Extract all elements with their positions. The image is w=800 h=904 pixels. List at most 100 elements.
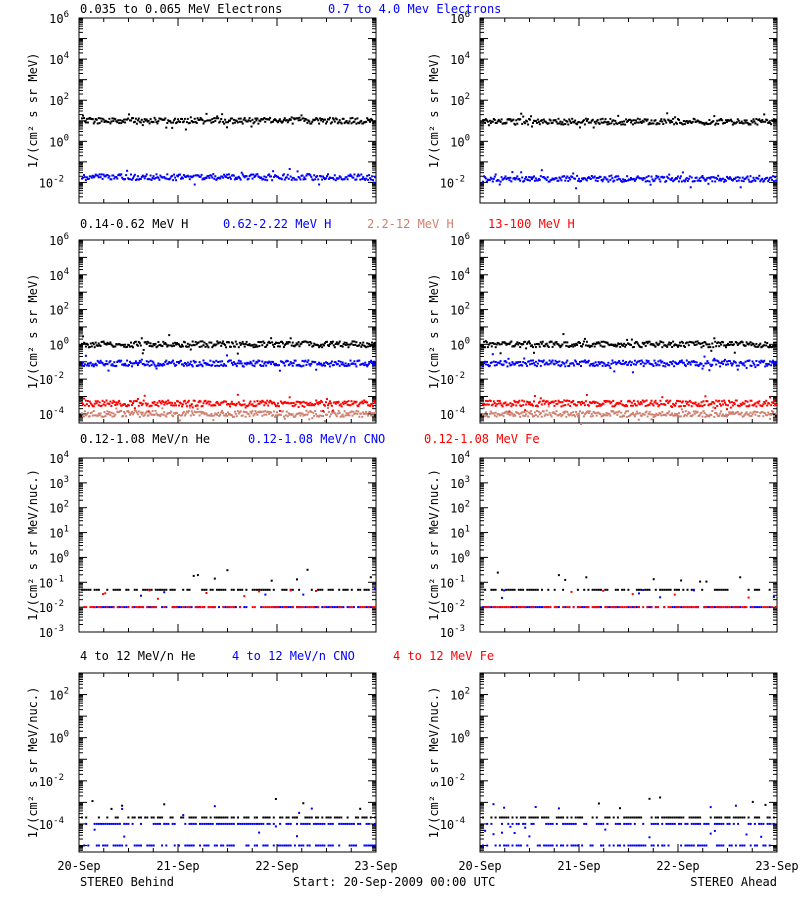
data-point bbox=[370, 576, 372, 578]
data-point bbox=[357, 405, 359, 407]
data-point bbox=[370, 345, 372, 347]
data-point bbox=[509, 411, 511, 413]
data-point bbox=[635, 413, 637, 415]
data-point bbox=[766, 177, 768, 179]
data-point bbox=[172, 343, 174, 345]
data-point bbox=[703, 410, 705, 412]
data-point bbox=[277, 345, 279, 347]
data-point bbox=[331, 121, 333, 123]
data-point bbox=[646, 411, 648, 413]
data-point bbox=[632, 371, 634, 373]
data-point bbox=[220, 364, 222, 366]
data-point bbox=[675, 402, 677, 404]
data-point bbox=[352, 340, 354, 342]
data-point bbox=[508, 177, 510, 179]
data-point bbox=[299, 117, 301, 119]
data-point bbox=[172, 415, 174, 417]
data-point bbox=[701, 346, 703, 348]
data-point bbox=[647, 416, 649, 418]
data-point bbox=[661, 396, 663, 398]
data-point bbox=[186, 121, 188, 123]
data-point bbox=[136, 606, 138, 608]
data-point bbox=[174, 177, 176, 179]
data-point bbox=[329, 117, 331, 119]
data-point bbox=[325, 123, 327, 125]
data-point bbox=[280, 414, 282, 416]
data-point bbox=[161, 606, 163, 608]
data-point bbox=[252, 410, 254, 412]
data-point bbox=[575, 411, 577, 413]
data-point bbox=[590, 415, 592, 417]
data-point bbox=[125, 606, 127, 608]
data-point bbox=[328, 606, 330, 608]
data-point bbox=[324, 365, 326, 367]
data-point bbox=[100, 117, 102, 119]
data-point bbox=[94, 346, 96, 348]
data-point bbox=[665, 122, 667, 124]
data-point bbox=[193, 575, 195, 577]
data-point bbox=[269, 606, 271, 608]
data-point bbox=[349, 606, 351, 608]
data-point bbox=[108, 606, 110, 608]
data-point bbox=[678, 119, 680, 121]
data-point bbox=[235, 413, 237, 415]
data-point bbox=[212, 121, 214, 123]
data-point bbox=[704, 342, 706, 344]
data-point bbox=[608, 365, 610, 367]
data-point bbox=[754, 414, 756, 416]
data-point bbox=[371, 119, 373, 121]
data-point bbox=[692, 121, 694, 123]
data-point bbox=[195, 341, 197, 343]
data-point bbox=[269, 361, 271, 363]
data-point bbox=[682, 342, 684, 344]
data-point bbox=[536, 365, 538, 367]
data-point bbox=[110, 178, 112, 180]
data-point bbox=[107, 410, 109, 412]
data-point bbox=[633, 363, 635, 365]
data-point bbox=[724, 122, 726, 124]
data-point bbox=[343, 403, 345, 405]
data-point bbox=[482, 346, 484, 348]
data-point bbox=[350, 404, 352, 406]
data-point bbox=[501, 118, 503, 120]
data-point bbox=[716, 120, 718, 122]
data-point bbox=[584, 123, 586, 125]
data-point bbox=[624, 124, 626, 126]
data-point bbox=[157, 345, 159, 347]
data-point bbox=[176, 606, 178, 608]
data-point bbox=[165, 178, 167, 180]
data-point bbox=[216, 340, 218, 342]
data-point bbox=[82, 177, 84, 179]
data-point bbox=[125, 365, 127, 367]
data-point bbox=[674, 405, 676, 407]
data-point bbox=[304, 360, 306, 362]
data-point bbox=[641, 346, 643, 348]
data-point bbox=[374, 363, 376, 365]
data-point bbox=[614, 361, 616, 363]
data-point bbox=[730, 407, 732, 409]
data-point bbox=[145, 341, 147, 343]
data-point bbox=[731, 341, 733, 343]
data-point bbox=[523, 180, 525, 182]
data-point bbox=[530, 360, 532, 362]
data-point bbox=[292, 405, 294, 407]
data-point bbox=[537, 415, 539, 417]
data-point bbox=[596, 177, 598, 179]
data-point bbox=[81, 401, 83, 403]
data-point bbox=[90, 362, 92, 364]
data-point bbox=[604, 363, 606, 365]
data-point bbox=[758, 415, 760, 417]
data-point bbox=[249, 363, 251, 365]
data-point bbox=[701, 401, 703, 403]
data-point bbox=[126, 170, 128, 172]
data-point bbox=[696, 361, 698, 363]
data-point bbox=[517, 402, 519, 404]
data-point bbox=[372, 415, 374, 417]
data-point bbox=[183, 365, 185, 367]
data-point bbox=[291, 345, 293, 347]
data-point bbox=[484, 361, 486, 363]
data-point bbox=[174, 342, 176, 344]
data-point bbox=[700, 405, 702, 407]
data-point bbox=[368, 589, 370, 591]
data-point bbox=[519, 118, 521, 120]
